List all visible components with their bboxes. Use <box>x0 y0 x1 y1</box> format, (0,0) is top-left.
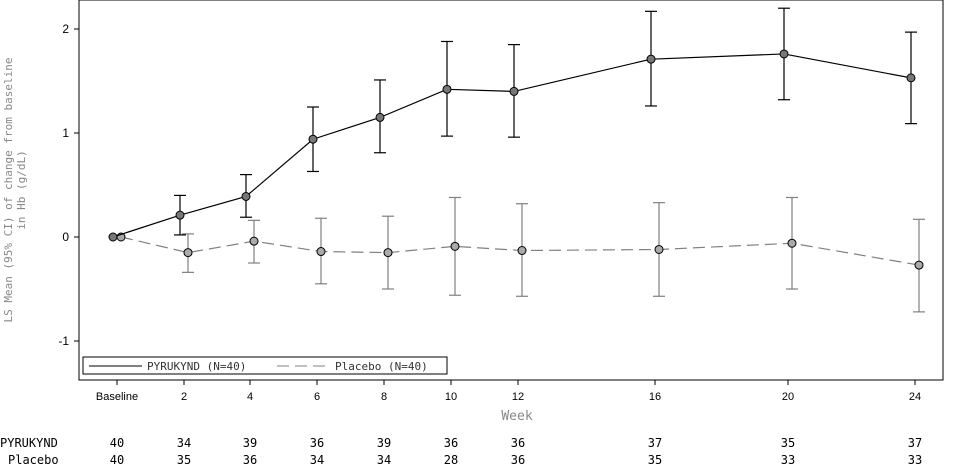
y-tick-label: 2 <box>62 22 69 36</box>
data-point <box>787 238 797 248</box>
x-axis-label: Week <box>501 409 532 424</box>
x-tick-label: Baseline <box>96 391 138 403</box>
at-risk-count: 34 <box>377 453 391 465</box>
y-axis-label-line1: LS Mean (95% CI) of change from baseline <box>2 58 15 323</box>
legend-label-pyrukynd: PYRUKYND (N=40) <box>147 360 246 373</box>
data-point <box>375 112 385 122</box>
data-point <box>108 232 118 242</box>
data-point <box>914 260 924 270</box>
x-tick-label: 20 <box>782 391 794 403</box>
series-line <box>112 53 912 238</box>
data-point <box>906 73 916 83</box>
y-tick-label: 1 <box>62 126 69 140</box>
at-risk-count: 39 <box>377 436 391 450</box>
data-point <box>316 247 326 257</box>
at-risk-count: 37 <box>908 436 922 450</box>
at-risk-count: 36 <box>444 436 458 450</box>
at-risk-count: 33 <box>908 453 922 465</box>
data-point <box>517 246 527 256</box>
data-point <box>646 54 656 64</box>
x-tick-label: 8 <box>381 391 387 403</box>
series-pyrukynd <box>108 7 917 242</box>
y-axis: -1 0 1 2 <box>58 22 79 348</box>
at-risk-count: 34 <box>177 436 191 450</box>
at-risk-count: 40 <box>110 453 124 465</box>
at-risk-row-label-pyrukynd: PYRUKYND <box>0 436 58 450</box>
data-point <box>779 49 789 59</box>
at-risk-count: 36 <box>511 453 525 465</box>
at-risk-count: 36 <box>511 436 525 450</box>
at-risk-count: 36 <box>310 436 324 450</box>
x-tick-label: 16 <box>649 391 661 403</box>
x-tick-label: 2 <box>181 391 187 403</box>
data-point <box>654 244 664 254</box>
data-point <box>509 86 519 96</box>
at-risk-count: 28 <box>444 453 458 465</box>
x-axis: Baseline 2 4 6 8 10 12 16 20 24 <box>96 380 921 403</box>
data-point <box>241 191 251 201</box>
at-risk-count: 40 <box>110 436 124 450</box>
legend: PYRUKYND (N=40) Placebo (N=40) <box>82 356 448 375</box>
data-point <box>308 134 318 144</box>
at-risk-count: 35 <box>648 453 662 465</box>
data-point <box>183 248 193 258</box>
at-risk-count: 33 <box>781 453 795 465</box>
at-risk-counts: 40 34 39 36 39 36 36 37 35 37 40 35 36 34 34 28 36 35 33 33 <box>110 436 922 465</box>
at-risk-count: 36 <box>243 453 257 465</box>
y-tick-label: -1 <box>58 334 69 348</box>
data-point <box>249 236 259 246</box>
legend-label-placebo: Placebo (N=40) <box>335 360 428 373</box>
x-tick-label: 6 <box>314 391 320 403</box>
plot-frame <box>78 0 944 381</box>
at-risk-count: 37 <box>648 436 662 450</box>
at-risk-count: 35 <box>177 453 191 465</box>
x-tick-label: 10 <box>445 391 457 403</box>
x-tick-label: 4 <box>247 391 253 403</box>
at-risk-count: 34 <box>310 453 324 465</box>
at-risk-table: PYRUKYND Placebo 40 34 39 36 39 36 36 37 35 37 40 3… <box>0 436 922 465</box>
data-point <box>175 210 185 220</box>
series-placebo <box>116 196 925 313</box>
data-point <box>442 84 452 94</box>
at-risk-row-label-placebo: Placebo <box>8 453 59 465</box>
y-axis-label-line2: in Hb (g/dL) <box>15 150 28 229</box>
data-point <box>383 248 393 258</box>
at-risk-count: 35 <box>781 436 795 450</box>
legend-box <box>82 356 448 375</box>
x-tick-label: 12 <box>512 391 524 403</box>
y-tick-label: 0 <box>62 230 69 244</box>
at-risk-count: 39 <box>243 436 257 450</box>
data-point <box>450 241 460 251</box>
series-layer <box>108 7 925 313</box>
x-tick-label: 24 <box>909 391 921 403</box>
